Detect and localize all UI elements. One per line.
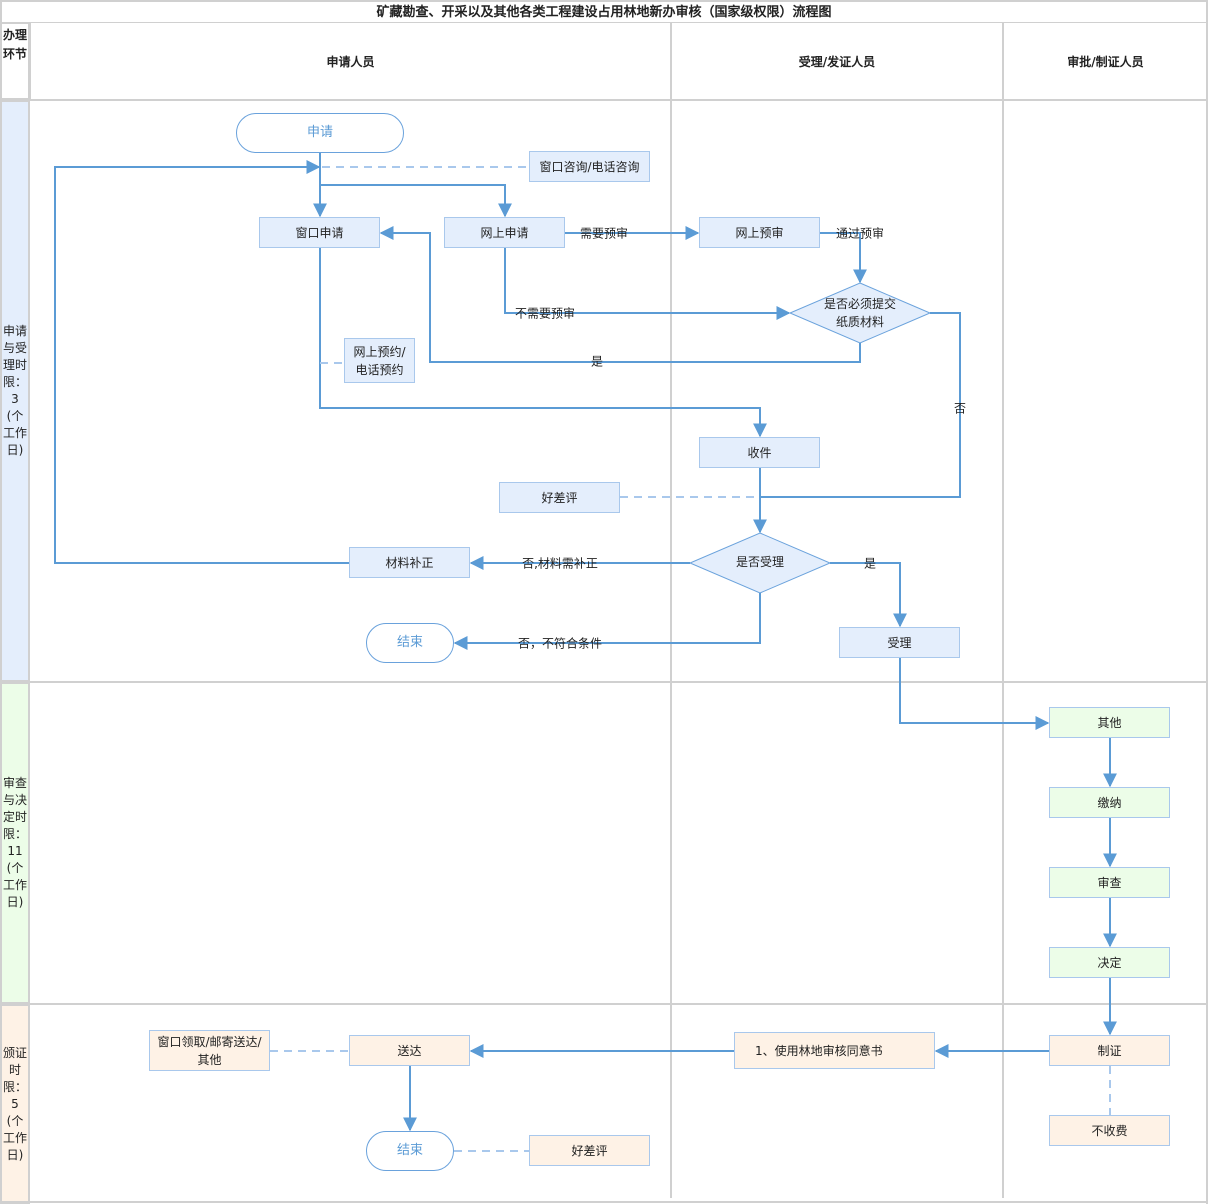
node-online-apply: 网上申请 [444,217,565,248]
edge-label-yes-accept: 是 [863,556,877,571]
edge-label-no-supplement: 否,材料需补正 [522,556,598,571]
node-pickup: 窗口领取/邮寄送达/其他 [149,1030,270,1071]
end-1: 结束 [366,623,454,663]
edge-accept-other [899,658,1050,730]
node-make-cert: 制证 [1049,1035,1170,1066]
edge-label-no-unqualified: 否，不符合条件 [517,636,603,651]
node-decide: 决定 [1049,947,1170,978]
node-supplement: 材料补正 [349,547,470,578]
node-rating-2: 好差评 [529,1135,650,1166]
edge-window-receive [319,248,767,438]
node-pay: 缴纳 [1049,787,1170,818]
edge-to-accept [830,562,907,628]
edge-pass-precheck [820,232,867,284]
node-consult: 窗口咨询/电话咨询 [529,151,650,182]
edge-supplement-loop [54,160,349,564]
edge-label-yes-paper: 是 [590,354,604,369]
lane-label-apply: 申请与受理时限：3(个工作日) [0,100,30,682]
node-rating-1: 好差评 [499,482,620,513]
decision-accept-label: 是否受理 [735,555,784,569]
edge-to-end1 [453,593,761,650]
node-review: 审查 [1049,867,1170,898]
node-cert-doc: 1、使用林地审核同意书 [734,1032,935,1069]
node-reserve: 网上预约/电话预约 [344,338,415,383]
node-deliver: 送达 [349,1035,470,1066]
edge-no-precheck [504,248,791,320]
edge-label-no-paper: 否 [953,401,967,416]
node-receive: 收件 [699,437,820,468]
lane-label-issue: 颁证时限：5(个工作日) [0,1004,30,1204]
edge-label-pass-precheck: 通过预审 [835,226,885,241]
edge-label-need-precheck: 需要预审 [579,226,629,241]
edge-yes-paper [379,226,861,363]
node-online-precheck: 网上预审 [699,217,820,248]
node-accept: 受理 [839,627,960,658]
edge-apply-online [320,184,512,218]
decision-paper-label: 是否必须提交纸质材料 [823,297,896,329]
edge-label-no-precheck: 不需要预审 [514,306,576,321]
node-no-fee: 不收费 [1049,1115,1170,1146]
end-2: 结束 [366,1131,454,1171]
node-window-apply: 窗口申请 [259,217,380,248]
start-apply: 申请 [236,113,404,153]
lane-label-review: 审查与决定时限：11(个工作日) [0,682,30,1004]
edge-no-paper [760,312,961,498]
corner-header: 办理环节 [0,22,30,100]
node-other: 其他 [1049,707,1170,738]
